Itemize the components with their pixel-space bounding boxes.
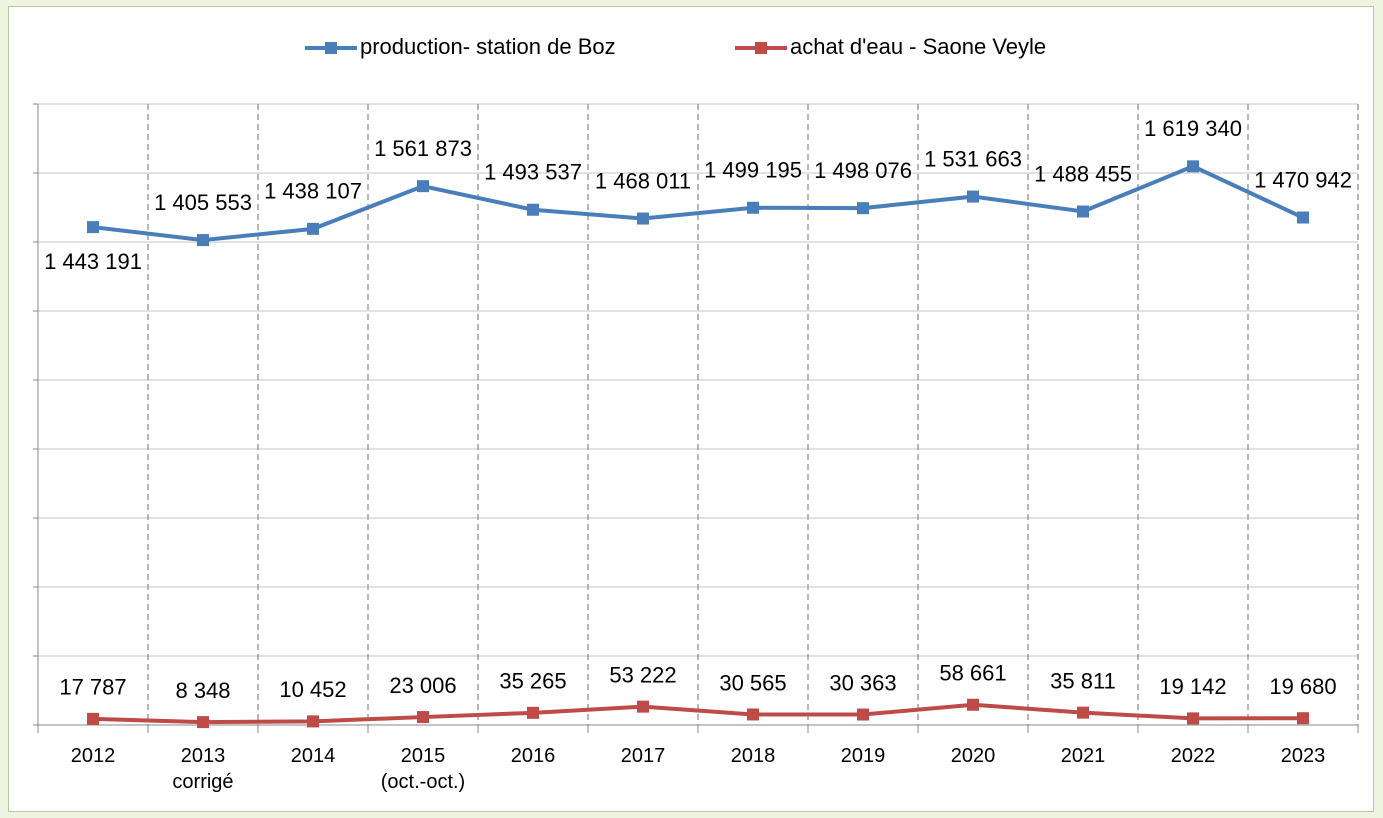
marker [527, 706, 539, 719]
marker [637, 700, 649, 713]
data-label: 10 452 [279, 677, 346, 702]
legend-marker [325, 42, 337, 54]
data-label: 1 468 011 [595, 168, 691, 193]
data-label: 1 499 195 [704, 158, 802, 183]
x-tick-label: 2023 [1280, 745, 1326, 767]
data-label: 1 443 191 [44, 249, 142, 274]
legend-label: achat d'eau - Saone Veyle [790, 34, 1046, 59]
marker [1077, 205, 1089, 218]
marker [967, 698, 979, 711]
x-tick-label: 2017 [620, 745, 666, 767]
legend-marker [755, 42, 767, 54]
chart-frame [8, 6, 1374, 812]
data-label: 17 787 [59, 675, 126, 700]
marker [417, 180, 429, 193]
marker [307, 715, 319, 728]
x-tick-label: 2020 [950, 745, 996, 767]
data-label: 1 493 537 [484, 160, 582, 185]
data-label: 1 438 107 [264, 179, 362, 204]
data-label: 1 498 076 [814, 158, 912, 183]
marker [857, 202, 869, 215]
data-label: 1 561 873 [374, 136, 472, 161]
data-label: 30 363 [829, 670, 896, 695]
data-label: 19 142 [1159, 674, 1226, 699]
data-label: 30 565 [719, 670, 786, 695]
data-label: 1 531 663 [924, 146, 1022, 171]
marker [1297, 211, 1309, 224]
data-label: 1 488 455 [1034, 161, 1132, 186]
data-label: 23 006 [389, 673, 456, 698]
marker [87, 221, 99, 234]
data-label: 19 680 [1269, 674, 1336, 699]
data-label: 8 348 [175, 678, 230, 703]
marker [307, 222, 319, 235]
data-label: 1 619 340 [1144, 116, 1242, 141]
marker [857, 708, 869, 721]
data-label: 35 265 [499, 669, 566, 694]
x-tick-label: 2021 [1060, 745, 1106, 767]
series-line [92, 164, 1304, 243]
data-label: 35 811 [1050, 668, 1116, 693]
marker [1077, 706, 1089, 719]
x-tick-label: 2019 [840, 745, 886, 767]
marker [417, 711, 429, 724]
data-label: 53 222 [609, 662, 676, 687]
series-line [92, 702, 1304, 725]
marker [1187, 160, 1199, 173]
x-tick-label: 2012 [70, 745, 116, 767]
data-label: 58 661 [939, 661, 1006, 686]
x-tick-label: 2014 [290, 745, 336, 767]
marker [637, 212, 649, 225]
marker [747, 201, 759, 214]
marker [527, 203, 539, 216]
marker [197, 716, 209, 729]
x-tick-label: 2016 [510, 745, 556, 767]
x-tick-label: 2013 corrigé [172, 745, 234, 793]
marker [1297, 712, 1309, 725]
legend-label: production- station de Boz [360, 34, 616, 59]
x-tick-label: 2022 [1170, 745, 1216, 767]
x-tick-label: 2015 (oct.-oct.) [380, 745, 466, 793]
marker [197, 234, 209, 247]
marker [87, 712, 99, 725]
marker [1187, 712, 1199, 725]
data-label: 1 405 553 [154, 190, 252, 215]
marker [747, 708, 759, 721]
data-label: 1 470 942 [1254, 167, 1352, 192]
x-tick-label: 2018 [730, 745, 776, 767]
marker [967, 190, 979, 203]
